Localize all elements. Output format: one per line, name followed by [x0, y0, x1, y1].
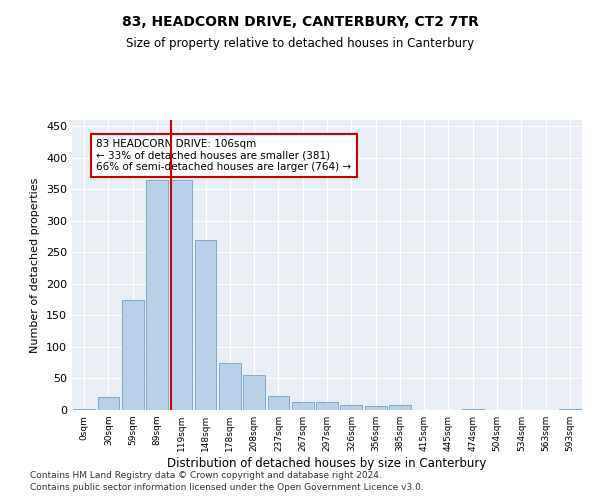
Bar — [292, 402, 314, 410]
Text: 83, HEADCORN DRIVE, CANTERBURY, CT2 7TR: 83, HEADCORN DRIVE, CANTERBURY, CT2 7TR — [122, 15, 478, 29]
Text: 83 HEADCORN DRIVE: 106sqm
← 33% of detached houses are smaller (381)
66% of semi: 83 HEADCORN DRIVE: 106sqm ← 33% of detac… — [96, 139, 352, 172]
X-axis label: Distribution of detached houses by size in Canterbury: Distribution of detached houses by size … — [167, 457, 487, 470]
Bar — [365, 406, 386, 410]
Y-axis label: Number of detached properties: Number of detached properties — [31, 178, 40, 352]
Bar — [122, 300, 143, 410]
Bar — [194, 240, 217, 410]
Bar — [146, 180, 168, 410]
Bar — [73, 408, 95, 410]
Bar — [243, 376, 265, 410]
Text: Size of property relative to detached houses in Canterbury: Size of property relative to detached ho… — [126, 38, 474, 51]
Bar — [340, 405, 362, 410]
Bar — [170, 180, 192, 410]
Bar — [316, 402, 338, 410]
Bar — [389, 405, 411, 410]
Text: Contains public sector information licensed under the Open Government Licence v3: Contains public sector information licen… — [30, 484, 424, 492]
Bar — [219, 362, 241, 410]
Text: Contains HM Land Registry data © Crown copyright and database right 2024.: Contains HM Land Registry data © Crown c… — [30, 471, 382, 480]
Bar — [268, 396, 289, 410]
Bar — [97, 398, 119, 410]
